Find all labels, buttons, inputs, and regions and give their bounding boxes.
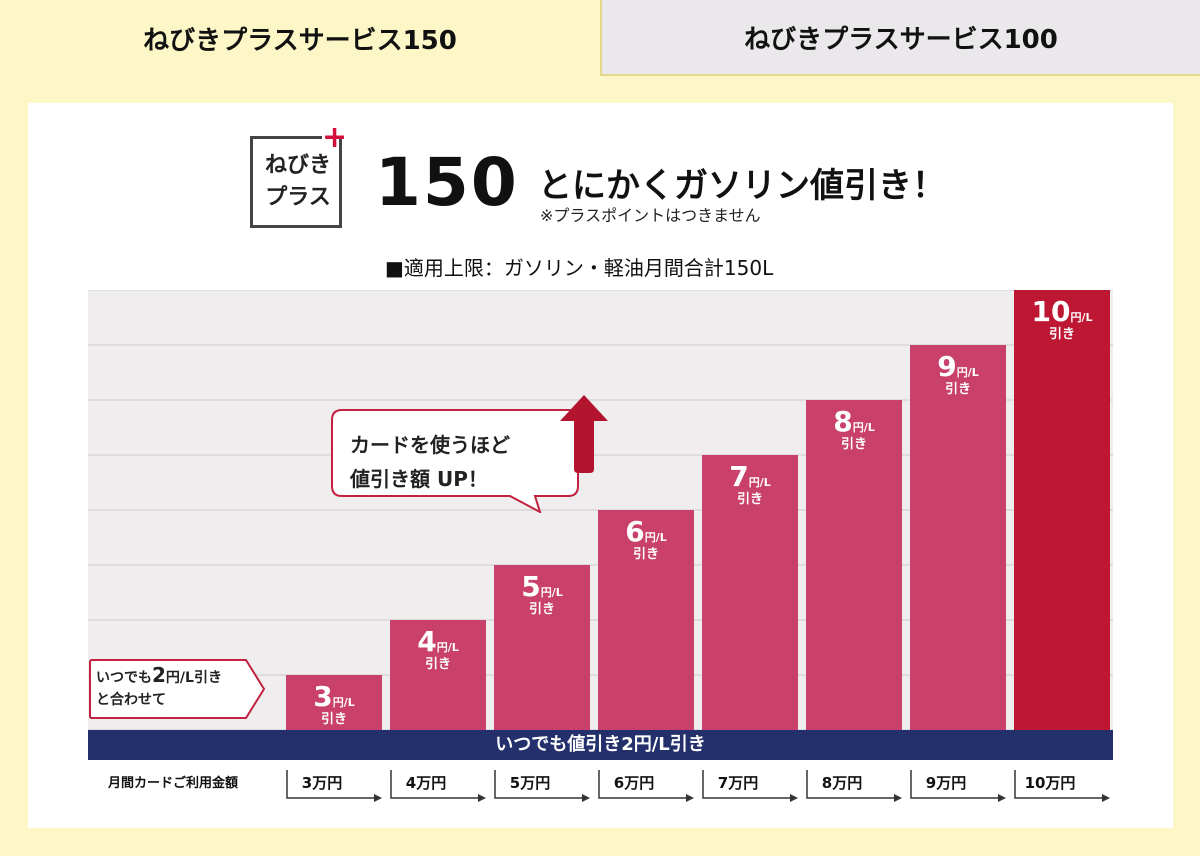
- bar-value: 9: [937, 350, 957, 383]
- discount-bar-chart: 3円/L 引き 4円/L 引き 5円/L 引き 6円/L 引き 7円/L 引き 8円/L 引き 9円/L…: [88, 290, 1113, 730]
- callout-text: カードを使うほど 値引き額 UP！: [350, 428, 510, 496]
- bar-3: [286, 675, 382, 730]
- bar-9: [910, 345, 1006, 730]
- bar-value-label: 8円/L 引き: [806, 405, 902, 452]
- base-note-value: 2: [152, 663, 166, 687]
- bar-value-unit: 円/L: [852, 421, 875, 434]
- bar-value: 6: [625, 515, 645, 548]
- bar-value: 4: [417, 625, 437, 658]
- callout-line2: 値引き額 UP！: [350, 467, 488, 491]
- bar-value: 5: [521, 570, 541, 603]
- bar-value-label: 9円/L 引き: [910, 350, 1006, 397]
- bar-value-suffix: 引き: [320, 712, 347, 727]
- arrow-right-icon: [286, 770, 382, 802]
- bar-value-unit: 円/L: [540, 586, 563, 599]
- tab-service-150[interactable]: ねびきプラスサービス150: [0, 0, 600, 76]
- catchphrase: とにかくガソリン値引き！: [538, 166, 946, 206]
- x-tick-label: 8万円: [821, 774, 863, 792]
- bar-7: [702, 455, 798, 730]
- arrow-right-icon: [806, 770, 902, 802]
- bar-value-label: 5円/L 引き: [494, 570, 590, 617]
- arrow-right-icon: [910, 770, 1006, 802]
- x-tick-label: 9万円: [925, 774, 967, 792]
- base-note-prefix: いつでも: [96, 670, 152, 686]
- bar-value-suffix: 引き: [528, 602, 555, 617]
- x-tick: 5万円: [494, 770, 590, 802]
- points-note: ※プラスポイントはつきません: [540, 206, 761, 225]
- bar-value-unit: 円/L: [332, 696, 355, 709]
- bar-value: 3: [313, 680, 333, 713]
- x-tick-label: 3万円: [301, 774, 343, 792]
- bar-5: [494, 565, 590, 730]
- x-tick: 4万円: [390, 770, 486, 802]
- x-tick-label: 10万円: [1024, 774, 1076, 792]
- arrow-right-icon: [494, 770, 590, 802]
- bar-value-unit: 円/L: [436, 641, 459, 654]
- bar-value-suffix: 引き: [1048, 327, 1075, 342]
- bar-value-label: 10円/L 引き: [1014, 295, 1110, 342]
- arrow-right-icon: [702, 770, 798, 802]
- x-tick-label: 6万円: [613, 774, 655, 792]
- bar-value-label: 4円/L 引き: [390, 625, 486, 672]
- bar-value: 10: [1031, 295, 1071, 328]
- x-tick-label: 4万円: [405, 774, 447, 792]
- logo-line1: ねびき: [264, 153, 331, 178]
- x-tick: 8万円: [806, 770, 902, 802]
- plus-icon: +: [322, 120, 348, 155]
- bar-value-suffix: 引き: [944, 382, 971, 397]
- bar-4: [390, 620, 486, 730]
- bar-value: 7: [729, 460, 749, 493]
- bar-value-suffix: 引き: [840, 437, 867, 452]
- bar-10: [1014, 290, 1110, 730]
- x-tick: 6万円: [598, 770, 694, 802]
- bar-value-unit: 円/L: [1070, 311, 1093, 324]
- bar-value-label: 6円/L 引き: [598, 515, 694, 562]
- bar-value-suffix: 引き: [736, 492, 763, 507]
- base-discount-note: [89, 659, 266, 719]
- arrow-up-icon: [560, 395, 608, 473]
- bar-value-unit: 円/L: [956, 366, 979, 379]
- bar-8: [806, 400, 902, 730]
- x-tick: 3万円: [286, 770, 382, 802]
- base-discount-text: いつでも2円/L引き と合わせて: [96, 664, 222, 711]
- x-axis-label: 月間カードご利用金額: [108, 776, 239, 791]
- logo-line2: プラス: [265, 185, 331, 210]
- base-discount-band: いつでも値引き2円/L引き: [88, 730, 1113, 760]
- arrow-right-icon: [390, 770, 486, 802]
- base-note-line2: と合わせて: [96, 692, 166, 708]
- usage-limit: ■適用上限：ガソリン・軽油月間合計150L: [385, 256, 774, 280]
- service-number: 150: [375, 144, 519, 221]
- bar-value-unit: 円/L: [748, 476, 771, 489]
- bar-value-suffix: 引き: [424, 657, 451, 672]
- tab-service-100[interactable]: ねびきプラスサービス100: [600, 0, 1200, 76]
- x-tick-label: 7万円: [717, 774, 759, 792]
- service-tabs: ねびきプラスサービス150 ねびきプラスサービス100: [0, 0, 1200, 76]
- nebiki-plus-logo: ねびき プラス: [250, 136, 350, 234]
- callout-line1: カードを使うほど: [350, 433, 510, 457]
- chart-canvas: [88, 290, 1113, 730]
- base-note-suffix: 円/L引き: [165, 670, 222, 686]
- x-tick: 9万円: [910, 770, 1006, 802]
- bar-value-suffix: 引き: [632, 547, 659, 562]
- x-tick: 7万円: [702, 770, 798, 802]
- bar-value-label: 3円/L 引き: [286, 680, 382, 727]
- bar-value-label: 7円/L 引き: [702, 460, 798, 507]
- x-tick-label: 5万円: [509, 774, 551, 792]
- bar-6: [598, 510, 694, 730]
- bar-value-unit: 円/L: [644, 531, 667, 544]
- arrow-right-icon: [1014, 770, 1110, 802]
- bar-value: 8: [833, 405, 853, 438]
- x-tick: 10万円: [1014, 770, 1110, 802]
- arrow-right-icon: [598, 770, 694, 802]
